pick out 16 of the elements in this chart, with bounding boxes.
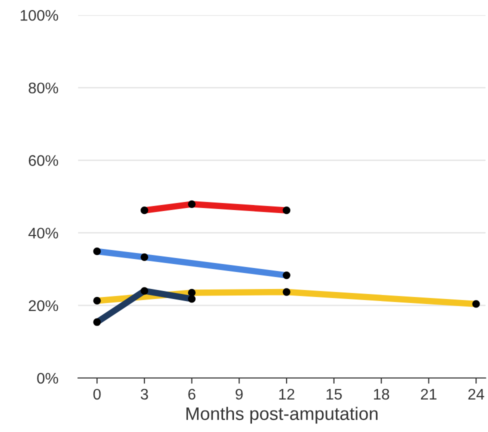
x-tick-label: 3 bbox=[140, 388, 148, 400]
x-axis-title: Months post-amputation bbox=[186, 406, 378, 424]
x-tick-label: 15 bbox=[326, 388, 342, 400]
x-tick-label: 21 bbox=[420, 388, 436, 400]
x-tick-label: 0 bbox=[93, 388, 101, 400]
y-tick-label: 40% bbox=[28, 228, 58, 239]
y-tick-label: 20% bbox=[28, 300, 58, 312]
y-tick-label: 60% bbox=[28, 155, 58, 166]
x-tick-label: 9 bbox=[236, 388, 243, 400]
y-tick-label: 100% bbox=[20, 10, 58, 21]
x-tick-label: 6 bbox=[188, 388, 196, 400]
x-tick-label: 24 bbox=[468, 388, 484, 400]
y-tick-label: 80% bbox=[28, 82, 58, 94]
y-tick-label: 0% bbox=[37, 372, 58, 384]
x-tick-label: 12 bbox=[279, 388, 294, 400]
x-tick-label: 18 bbox=[374, 388, 390, 400]
